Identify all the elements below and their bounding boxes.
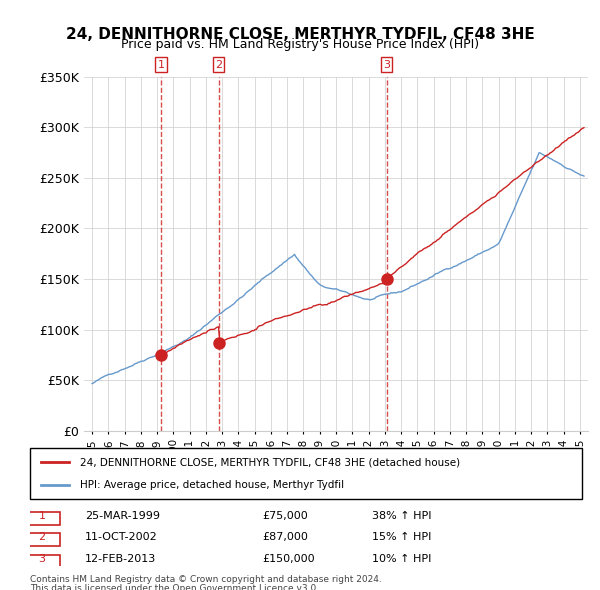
Text: 15% ↑ HPI: 15% ↑ HPI [372, 532, 431, 542]
Text: £87,000: £87,000 [262, 532, 308, 542]
Text: 24, DENNITHORNE CLOSE, MERTHYR TYDFIL, CF48 3HE: 24, DENNITHORNE CLOSE, MERTHYR TYDFIL, C… [65, 27, 535, 41]
FancyBboxPatch shape [25, 512, 61, 525]
Text: This data is licensed under the Open Government Licence v3.0.: This data is licensed under the Open Gov… [30, 584, 319, 590]
Text: 2: 2 [38, 532, 46, 542]
Text: Price paid vs. HM Land Registry's House Price Index (HPI): Price paid vs. HM Land Registry's House … [121, 38, 479, 51]
Text: £150,000: £150,000 [262, 553, 314, 563]
Text: 11-OCT-2002: 11-OCT-2002 [85, 532, 158, 542]
Text: 2: 2 [215, 60, 222, 70]
Text: 1: 1 [157, 60, 164, 70]
Text: £75,000: £75,000 [262, 511, 308, 521]
Text: Contains HM Land Registry data © Crown copyright and database right 2024.: Contains HM Land Registry data © Crown c… [30, 575, 382, 584]
FancyBboxPatch shape [25, 555, 61, 568]
Text: 10% ↑ HPI: 10% ↑ HPI [372, 553, 431, 563]
Text: 25-MAR-1999: 25-MAR-1999 [85, 511, 160, 521]
Text: 12-FEB-2013: 12-FEB-2013 [85, 553, 157, 563]
Text: 1: 1 [38, 511, 46, 521]
Text: 38% ↑ HPI: 38% ↑ HPI [372, 511, 432, 521]
FancyBboxPatch shape [30, 448, 582, 499]
Text: HPI: Average price, detached house, Merthyr Tydfil: HPI: Average price, detached house, Mert… [80, 480, 344, 490]
Text: 3: 3 [38, 553, 46, 563]
FancyBboxPatch shape [25, 533, 61, 546]
Text: 24, DENNITHORNE CLOSE, MERTHYR TYDFIL, CF48 3HE (detached house): 24, DENNITHORNE CLOSE, MERTHYR TYDFIL, C… [80, 457, 460, 467]
Text: 3: 3 [383, 60, 390, 70]
